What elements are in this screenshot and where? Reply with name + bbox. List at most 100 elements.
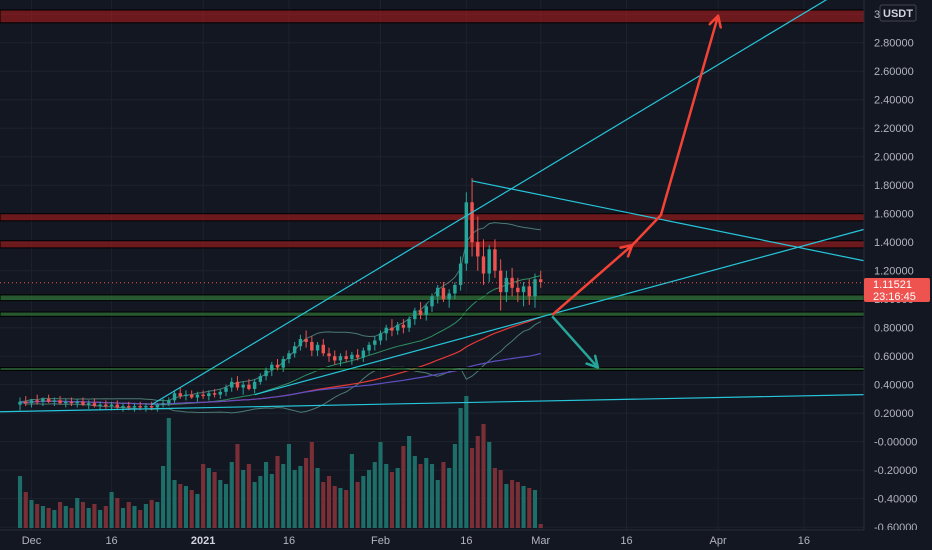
candle-body bbox=[201, 394, 205, 397]
volume-bar bbox=[183, 486, 189, 528]
candle-body bbox=[464, 202, 469, 264]
volume-bar bbox=[521, 486, 526, 528]
candle-body bbox=[521, 286, 526, 293]
candle-body bbox=[207, 393, 211, 397]
candle-body bbox=[35, 400, 39, 402]
time-axis[interactable] bbox=[0, 530, 932, 550]
candle-body bbox=[355, 354, 360, 358]
volume-bar bbox=[223, 484, 229, 528]
candle-body bbox=[310, 341, 314, 351]
candle-body bbox=[413, 310, 417, 320]
candle-body bbox=[52, 400, 57, 402]
candle-body bbox=[315, 344, 320, 351]
ma90-line bbox=[19, 352, 541, 405]
volume-bar bbox=[92, 504, 97, 528]
y-tick-label: -0.40000 bbox=[874, 494, 917, 506]
candle-body bbox=[172, 393, 177, 401]
candle-body bbox=[458, 263, 463, 285]
volume-bar bbox=[241, 470, 246, 528]
volume-bar bbox=[344, 490, 349, 528]
candle-body bbox=[504, 277, 509, 293]
candle-body bbox=[252, 381, 257, 389]
candle-body bbox=[195, 394, 200, 398]
volume-bar bbox=[206, 468, 211, 528]
candle-body bbox=[287, 353, 291, 360]
candle-body bbox=[46, 398, 51, 402]
volume-bar bbox=[487, 442, 492, 528]
trendline bbox=[151, 0, 828, 406]
candle-body bbox=[178, 393, 182, 397]
volume-bar bbox=[366, 470, 372, 528]
x-tick-label: 16 bbox=[460, 535, 472, 547]
price-axis[interactable] bbox=[864, 0, 932, 530]
volume-bar bbox=[120, 508, 126, 528]
x-tick-label: Dec bbox=[22, 535, 42, 547]
volume-bar bbox=[149, 500, 154, 528]
candle-body bbox=[75, 401, 79, 404]
volume-bar bbox=[475, 436, 480, 528]
candle-body bbox=[344, 356, 348, 360]
volume-bar bbox=[332, 486, 337, 528]
candle-body bbox=[218, 391, 223, 395]
arrow-path bbox=[551, 315, 599, 369]
y-tick-label: 1.80000 bbox=[874, 180, 914, 192]
candle-body bbox=[470, 202, 474, 243]
volume-bar bbox=[458, 408, 463, 528]
volume-bar bbox=[212, 472, 217, 528]
y-tick-label: 1.60000 bbox=[874, 209, 914, 221]
volume-bar bbox=[441, 462, 446, 528]
candle-body bbox=[481, 256, 486, 274]
volume-bar bbox=[252, 482, 257, 528]
y-tick-label: 2.20000 bbox=[874, 123, 914, 135]
candle-body bbox=[270, 364, 274, 371]
y-tick-label: 2.00000 bbox=[874, 152, 914, 164]
x-tick-label: 16 bbox=[798, 535, 810, 547]
volume-bar bbox=[40, 506, 45, 528]
candle-body bbox=[281, 359, 285, 368]
resistance-zone bbox=[0, 240, 865, 249]
volume-bar bbox=[527, 488, 532, 528]
x-tick-label: Apr bbox=[710, 535, 727, 547]
y-tick-label: 0.20000 bbox=[874, 408, 914, 420]
candle-body bbox=[161, 403, 165, 405]
volume-bar bbox=[195, 494, 200, 528]
currency-badge[interactable] bbox=[879, 4, 917, 22]
candle-body bbox=[24, 401, 28, 404]
candle-body bbox=[98, 404, 102, 407]
volume-bar bbox=[429, 464, 435, 528]
volume-bar bbox=[17, 476, 23, 528]
candle-body bbox=[247, 384, 251, 389]
candle-body bbox=[264, 370, 268, 377]
volume-bar bbox=[258, 476, 263, 528]
candle-body bbox=[338, 356, 343, 361]
candle-body bbox=[235, 381, 240, 388]
candle-body bbox=[115, 404, 120, 408]
volume-bar bbox=[75, 498, 80, 528]
y-tick-label: -0.00000 bbox=[874, 437, 917, 449]
candlesticks bbox=[18, 178, 543, 412]
volume-bar bbox=[218, 480, 223, 528]
volume-bar bbox=[103, 506, 108, 528]
x-tick-label: 16 bbox=[105, 535, 117, 547]
y-tick-label: -0.20000 bbox=[874, 465, 917, 477]
candle-body bbox=[395, 324, 400, 331]
volume-bar bbox=[349, 454, 354, 528]
bollinger-upper-line bbox=[19, 222, 541, 403]
candle-body bbox=[538, 279, 543, 283]
volume-bar bbox=[412, 456, 417, 528]
candle-body bbox=[333, 356, 337, 361]
candle-body bbox=[132, 406, 137, 408]
volume-bar bbox=[58, 502, 63, 528]
candle-body bbox=[18, 401, 22, 405]
volume-bar bbox=[172, 480, 177, 528]
arrow-head bbox=[619, 243, 634, 258]
volume-bar bbox=[464, 396, 469, 528]
volume-bar bbox=[401, 446, 406, 528]
candle-body bbox=[407, 319, 411, 328]
volume-bar bbox=[492, 468, 498, 528]
volume-bar bbox=[395, 468, 400, 528]
candle-body bbox=[121, 406, 125, 408]
volume-bar bbox=[321, 482, 326, 528]
volume-bar bbox=[372, 462, 377, 528]
